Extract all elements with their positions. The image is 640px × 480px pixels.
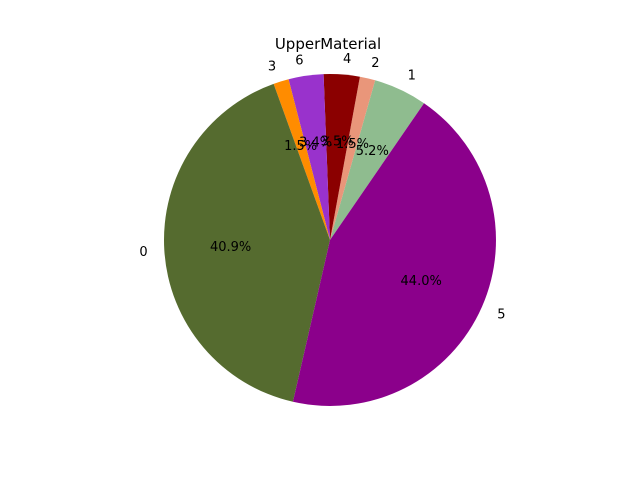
slice-label-1: 1 [408,69,416,84]
chart-title: UpperMaterial [275,35,381,53]
pie-slices [163,73,496,406]
pie-slice-5 [292,103,496,406]
slice-percent-5: 44.0% [401,274,442,289]
slice-label-5: 5 [497,307,505,322]
pie-slice-2 [330,76,376,240]
pie-labels: 1 5.2% 2 1.5% 4 3.5% 6 3.4% 3 1.5% 0 40.9% 5 44.0% [139,52,505,322]
slice-percent-6: 3.4% [299,136,332,151]
pie-slice-0 [163,83,330,402]
slice-percent-0: 40.9% [210,240,251,255]
slice-label-0: 0 [139,245,147,260]
slice-label-4: 4 [343,52,351,67]
slice-percent-1: 5.2% [356,144,389,159]
pie-slice-6 [288,74,330,241]
slice-percent-2: 1.5% [336,137,369,152]
slice-label-2: 2 [371,56,379,71]
pie-slice-3 [273,79,330,240]
slice-label-3: 3 [268,60,276,75]
slice-percent-3: 1.5% [284,139,317,154]
slice-label-6: 6 [295,53,303,68]
pie-slice-4 [323,73,360,241]
slice-percent-4: 3.5% [321,135,354,150]
pie-slice-1 [330,80,425,240]
